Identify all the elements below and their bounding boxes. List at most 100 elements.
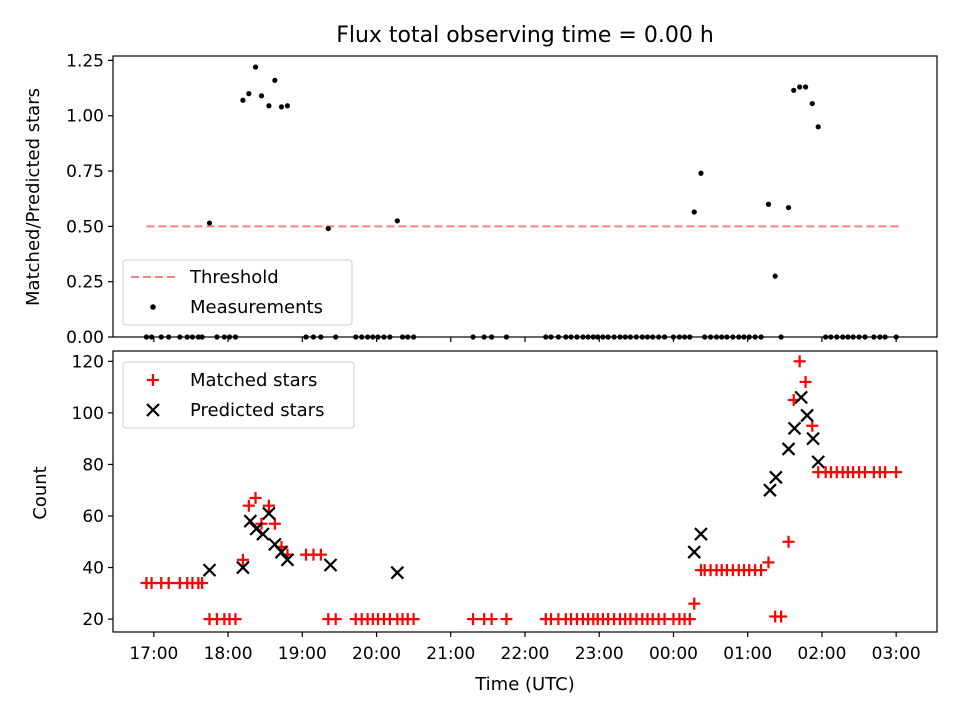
predicted-star-point: [769, 470, 783, 485]
matched-star-point: [162, 577, 175, 590]
top-y-tick-label: 0.25: [66, 273, 104, 293]
top-y-axis-label: Matched/Predicted stars: [23, 88, 44, 306]
measurement-point: [815, 124, 821, 130]
measurement-point: [698, 170, 704, 176]
bottom-legend: Matched stars Predicted stars: [122, 361, 355, 429]
matched-star-point: [314, 548, 327, 561]
matched-star-point: [329, 613, 342, 626]
top-panel: 0.00 0.25 0.50 0.75 1.00 1.25 Matched/Predict…: [23, 51, 938, 348]
x-tick-label: 20:00: [352, 644, 401, 664]
measurement-point: [691, 209, 697, 215]
measurement-point: [809, 100, 815, 107]
top-y-tick-label: 0.75: [66, 162, 104, 182]
predicted-star-point: [323, 558, 338, 572]
predicted-star-point: [280, 553, 295, 567]
x-tick-label: 23:00: [575, 644, 624, 664]
bottom-y-tick-label: 60: [82, 507, 104, 527]
measurements-legend-label: Measurements: [190, 297, 323, 318]
x-tick-label: 22:00: [501, 644, 550, 664]
predicted-legend-label: Predicted stars: [190, 400, 324, 421]
bottom-panel: 20 40 60 80 100 120 17:00 18:00 19:00 20:00 21:00…: [30, 350, 938, 695]
matched-star-point: [755, 564, 768, 577]
measurement-point: [785, 204, 792, 211]
measurement-point: [206, 220, 213, 226]
top-legend: Threshold Measurements: [122, 259, 353, 326]
measurement-point: [325, 225, 331, 232]
matched-star-point: [879, 466, 892, 479]
bottom-y-tick-label: 100: [72, 404, 104, 424]
matched-star-point: [268, 517, 281, 530]
predicted-star-point: [781, 442, 796, 456]
predicted-star-point: [262, 506, 276, 521]
x-tick-label: 01:00: [723, 644, 772, 664]
measurements-legend-swatch: [150, 304, 156, 310]
matched-star-point: [688, 597, 701, 610]
matched-star-point: [236, 553, 249, 566]
bottom-y-tick-label: 80: [82, 455, 104, 475]
predicted-star-point: [800, 408, 814, 423]
measurement-point: [284, 103, 291, 109]
bottom-y-tick-label: 20: [82, 610, 104, 630]
matched-legend-label: Matched stars: [190, 370, 317, 391]
measurement-point: [765, 201, 772, 207]
chart-title: Flux total observing time = 0.00 h: [336, 23, 714, 48]
matched-star-point: [683, 613, 696, 626]
x-axis-label: Time (UTC): [474, 674, 575, 695]
x-tick-label: 03:00: [872, 644, 921, 664]
measurement-point: [797, 84, 803, 90]
matched-star-point: [775, 610, 788, 623]
predicted-star-point: [256, 527, 270, 541]
matched-star-point: [485, 613, 498, 626]
threshold-legend-label: Threshold: [189, 267, 279, 288]
matched-star-point: [799, 375, 812, 388]
top-y-tick-label: 0.00: [66, 328, 104, 348]
bottom-y-tick-label: 120: [72, 352, 104, 372]
matched-star-point: [196, 577, 209, 590]
measurement-point: [258, 93, 265, 99]
matched-star-point: [229, 613, 242, 626]
matched-star-point: [782, 535, 795, 548]
measurement-point: [266, 103, 272, 109]
x-tick-label: 00:00: [649, 644, 698, 664]
predicted-star-point: [202, 563, 217, 577]
predicted-star-point: [274, 545, 289, 559]
predicted-star-point: [687, 545, 702, 559]
bottom-y-axis-label: Count: [30, 466, 51, 519]
x-tick-label: 17:00: [129, 644, 178, 664]
matched-star-point: [467, 613, 480, 626]
predicted-star-point: [390, 565, 405, 580]
bottom-y-tick-label: 40: [82, 559, 104, 579]
x-tick-label: 19:00: [278, 644, 327, 664]
predicted-star-point: [806, 431, 820, 446]
matched-star-point: [262, 499, 275, 512]
top-y-tick-label: 1.25: [66, 51, 104, 71]
matched-star-point: [500, 613, 513, 626]
measurement-point: [394, 218, 400, 224]
matched-star-point: [762, 556, 775, 569]
matched-legend-swatch: [147, 374, 159, 386]
predicted-star-point: [794, 390, 808, 405]
measurement-point: [772, 273, 778, 279]
x-tick-label: 18:00: [204, 644, 253, 664]
top-legend-box: [122, 259, 353, 326]
predicted-star-point: [236, 560, 250, 575]
matched-star-point: [890, 466, 903, 479]
measurement-point: [252, 64, 259, 70]
predicted-star-point: [243, 514, 258, 528]
measurement-point: [240, 97, 246, 103]
measurement-point: [803, 84, 809, 90]
predicted-star-point: [787, 421, 802, 436]
matched-star-point: [242, 499, 255, 512]
measurement-point: [246, 91, 252, 97]
predicted-star-point: [694, 527, 708, 541]
measurement-point: [278, 104, 285, 110]
x-tick-label: 21:00: [426, 644, 475, 664]
measurement-point: [791, 87, 797, 93]
predicted-star-point: [811, 455, 826, 469]
x-tick-label: 02:00: [797, 644, 846, 664]
measurement-point: [272, 77, 278, 83]
matched-star-point: [407, 613, 420, 626]
predicted-legend-swatch: [146, 403, 160, 417]
bottom-legend-box: [122, 361, 355, 429]
